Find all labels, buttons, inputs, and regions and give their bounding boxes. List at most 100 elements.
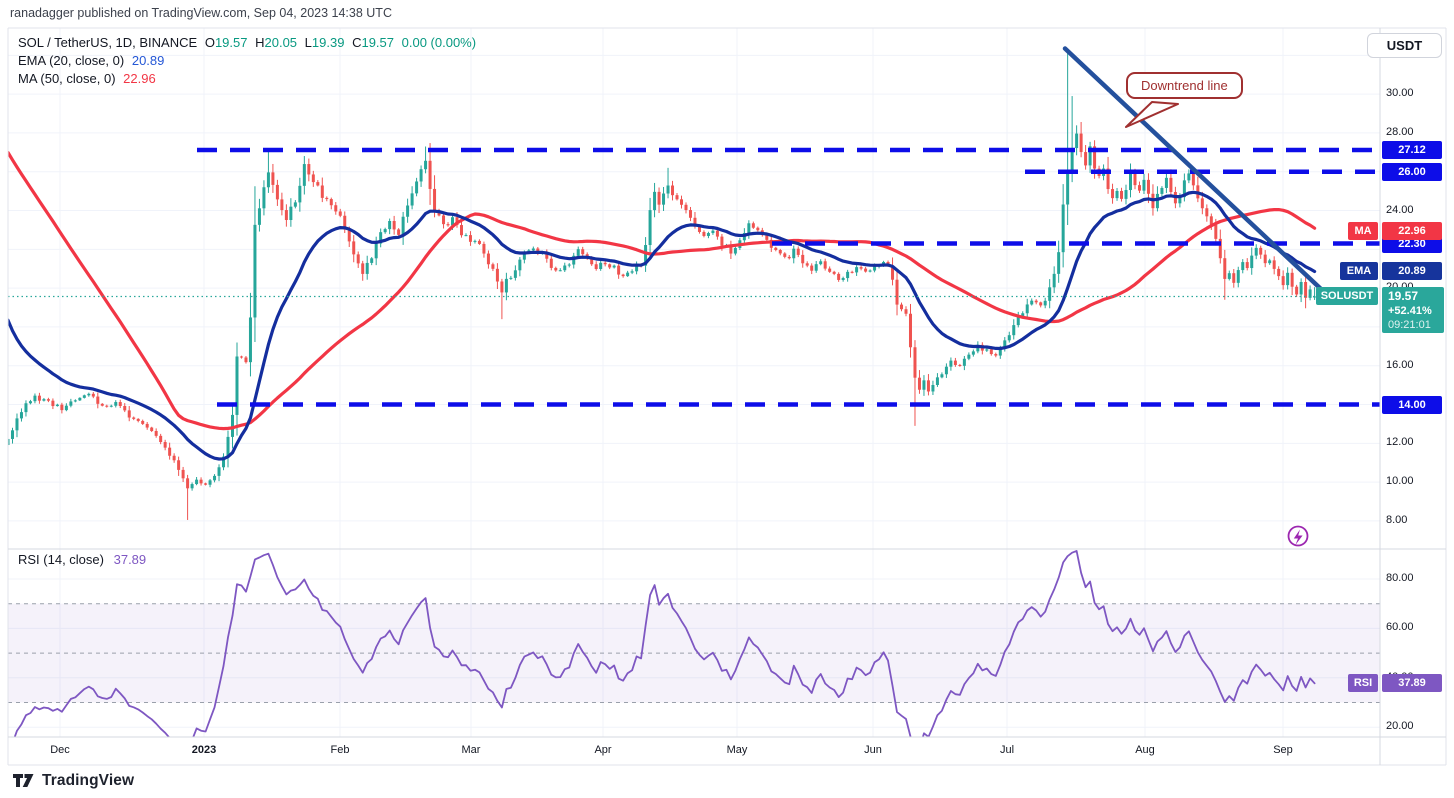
candle-body [940, 374, 944, 378]
candle-body [545, 251, 549, 259]
last-price-box: 19.57 +52.41% 09:21:01 [1382, 287, 1444, 334]
price-axis-tick[interactable]: 28.00 [1386, 125, 1414, 138]
candle-body [1093, 146, 1097, 169]
candle-body [810, 265, 814, 271]
candle-body [626, 272, 630, 277]
candle-body [96, 396, 100, 404]
candle-body [226, 436, 230, 457]
ema-label: EMA (20, close, 0) [18, 53, 125, 68]
legend-ma-row[interactable]: MA (50, close, 0) 22.96 [18, 70, 480, 88]
candle-body [1169, 177, 1173, 192]
candle-body [904, 309, 908, 314]
candle-body [293, 202, 297, 207]
candle-body [765, 235, 769, 240]
candle-body [801, 254, 805, 264]
time-axis-label-2023[interactable]: 2023 [191, 744, 217, 756]
candle-body [1259, 247, 1263, 255]
candle-body [1061, 204, 1065, 253]
candle-body [123, 406, 127, 411]
candle-body [361, 263, 365, 274]
candle-body [1007, 335, 1011, 341]
candle-body [248, 317, 252, 363]
candle-body [141, 420, 145, 424]
price-axis-tick[interactable]: 16.00 [1386, 358, 1414, 371]
candle-body [37, 395, 41, 401]
candle-body [208, 480, 212, 485]
candle-body [1295, 286, 1299, 295]
candle-body [1003, 340, 1007, 350]
candle-body [931, 384, 935, 392]
candle-body [1178, 197, 1182, 204]
candle-body [787, 256, 791, 259]
time-axis-label-May[interactable]: May [726, 744, 748, 756]
candle-body [262, 187, 266, 209]
candle-body [163, 442, 167, 448]
candle-body [1223, 258, 1227, 279]
candle-body [1286, 272, 1290, 286]
candle-body [971, 351, 975, 355]
downtrend-callout[interactable]: Downtrend line [1126, 72, 1243, 99]
flash-icon[interactable] [1287, 525, 1309, 547]
rsi-axis-tick[interactable]: 20.00 [1386, 720, 1414, 733]
candle-body [859, 267, 863, 269]
price-axis-tick[interactable]: 30.00 [1386, 87, 1414, 100]
candle-body [51, 400, 55, 407]
currency-toggle-button[interactable]: USDT [1367, 33, 1442, 58]
chart-legend: SOL / TetherUS, 1D, BINANCE O19.57 H20.0… [18, 34, 480, 88]
candle-body [145, 423, 149, 428]
candle-body [100, 403, 104, 406]
rsi-axis-tick[interactable]: 60.00 [1386, 621, 1414, 634]
candle-body [60, 404, 64, 411]
price-axis-tick[interactable]: 12.00 [1386, 436, 1414, 449]
candle-body [832, 271, 836, 274]
ema20-line [8, 190, 1317, 461]
candle-body [1281, 276, 1285, 286]
time-axis-label-Dec[interactable]: Dec [50, 744, 70, 756]
time-axis-label-Mar[interactable]: Mar [461, 744, 481, 756]
tradingview-logo[interactable]: TradingView [12, 771, 134, 790]
candle-body [257, 208, 261, 225]
candle-body [594, 264, 598, 269]
legend-ema-row[interactable]: EMA (20, close, 0) 20.89 [18, 52, 480, 70]
rsi-axis-tick[interactable]: 80.00 [1386, 572, 1414, 584]
candle-body [320, 185, 324, 198]
candle-body [235, 356, 239, 415]
candle-body [666, 185, 670, 194]
candle-body [1115, 190, 1119, 199]
candle-body [630, 271, 634, 273]
price-axis-tick[interactable]: 10.00 [1386, 475, 1414, 488]
candle-body [1088, 146, 1092, 166]
candle-body [136, 418, 140, 421]
price-axis-tick[interactable]: 24.00 [1386, 203, 1414, 216]
candle-body [428, 160, 432, 189]
candle-body [828, 268, 832, 272]
price-axis-tick[interactable]: 8.00 [1386, 513, 1408, 526]
candle-body [437, 211, 441, 216]
time-axis-label-Sep[interactable]: Sep [1273, 744, 1293, 756]
time-axis-label-Jul[interactable]: Jul [999, 744, 1015, 756]
candle-body [868, 270, 872, 272]
candle-body [1057, 252, 1061, 274]
candle-body [994, 354, 998, 356]
downtrend-line[interactable] [1062, 46, 1335, 302]
candle-body [1021, 313, 1025, 317]
time-axis-label-Apr[interactable]: Apr [594, 744, 612, 756]
candle-body [15, 418, 19, 431]
candle-body [850, 271, 854, 273]
candle-body [688, 210, 692, 218]
ma-label: MA (50, close, 0) [18, 71, 116, 86]
time-axis-label-Feb[interactable]: Feb [330, 744, 350, 756]
candle-body [482, 243, 486, 254]
candle-body [846, 271, 850, 279]
candle-body [671, 185, 675, 196]
time-axis-label-Jun[interactable]: Jun [864, 744, 882, 756]
candle-body [702, 231, 706, 236]
ema-value: 20.89 [131, 53, 165, 68]
rsi-legend-row[interactable]: RSI (14, close) 37.89 [18, 552, 146, 567]
time-axis-label-Aug[interactable]: Aug [1135, 744, 1155, 756]
legend-symbol-row[interactable]: SOL / TetherUS, 1D, BINANCE O19.57 H20.0… [18, 34, 480, 52]
candle-body [581, 249, 585, 255]
candle-body [289, 206, 293, 220]
candle-body [42, 399, 46, 401]
